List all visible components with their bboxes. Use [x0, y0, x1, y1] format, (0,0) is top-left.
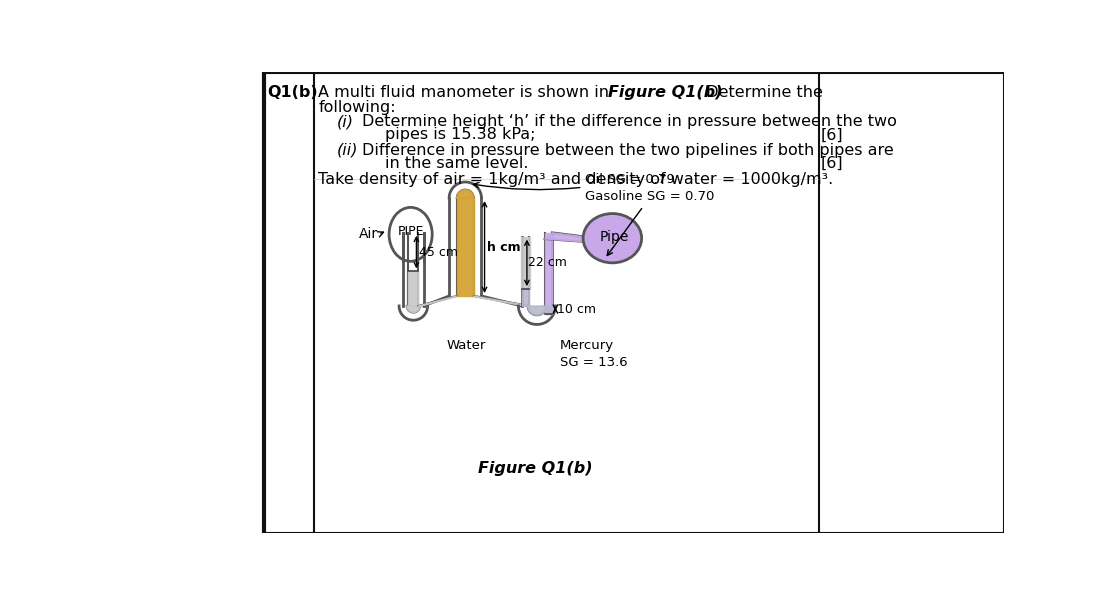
Text: h cm: h cm	[487, 241, 520, 253]
Polygon shape	[473, 296, 529, 307]
Text: pipes is 15.38 kPa;: pipes is 15.38 kPa;	[385, 128, 536, 143]
Polygon shape	[528, 306, 546, 315]
Text: Figure Q1(b): Figure Q1(b)	[608, 85, 723, 100]
Text: Oil SG = 0.79: Oil SG = 0.79	[473, 173, 675, 190]
Polygon shape	[545, 233, 552, 314]
Text: Determine height ‘h’ if the difference in pressure between the two: Determine height ‘h’ if the difference i…	[363, 114, 897, 129]
Text: (i): (i)	[337, 114, 354, 129]
Text: Water: Water	[446, 339, 486, 352]
Text: (ii): (ii)	[337, 143, 358, 158]
Text: Mercury
SG = 13.6: Mercury SG = 13.6	[560, 339, 628, 369]
Polygon shape	[419, 296, 457, 307]
Polygon shape	[457, 190, 473, 198]
Polygon shape	[408, 271, 419, 306]
Ellipse shape	[583, 214, 641, 263]
Polygon shape	[545, 306, 553, 314]
Text: 22 cm: 22 cm	[528, 256, 567, 270]
Text: 10 cm: 10 cm	[557, 303, 596, 316]
Polygon shape	[545, 233, 587, 242]
Text: Pipe: Pipe	[600, 229, 629, 244]
Text: 45 cm: 45 cm	[419, 246, 458, 259]
Text: . Determine the: . Determine the	[696, 85, 822, 100]
Text: PIPE: PIPE	[397, 225, 424, 238]
Polygon shape	[521, 289, 529, 306]
Text: [6]: [6]	[820, 156, 843, 171]
Text: Q1(b): Q1(b)	[267, 85, 318, 100]
Polygon shape	[520, 237, 530, 289]
Text: in the same level.: in the same level.	[385, 156, 528, 171]
Text: following:: following:	[318, 99, 396, 114]
Text: Difference in pressure between the two pipelines if both pipes are: Difference in pressure between the two p…	[363, 143, 894, 158]
Text: Take density of air = 1kg/m³ and density of water = 1000kg/m³.: Take density of air = 1kg/m³ and density…	[318, 172, 834, 187]
Polygon shape	[407, 306, 420, 313]
Polygon shape	[457, 198, 473, 296]
Text: Gasoline SG = 0.70: Gasoline SG = 0.70	[585, 190, 715, 256]
Text: Figure Q1(b): Figure Q1(b)	[478, 461, 593, 476]
Text: Air: Air	[358, 228, 377, 241]
Ellipse shape	[389, 207, 432, 261]
Text: A multi fluid manometer is shown in: A multi fluid manometer is shown in	[318, 85, 614, 100]
Text: [6]: [6]	[820, 128, 843, 143]
